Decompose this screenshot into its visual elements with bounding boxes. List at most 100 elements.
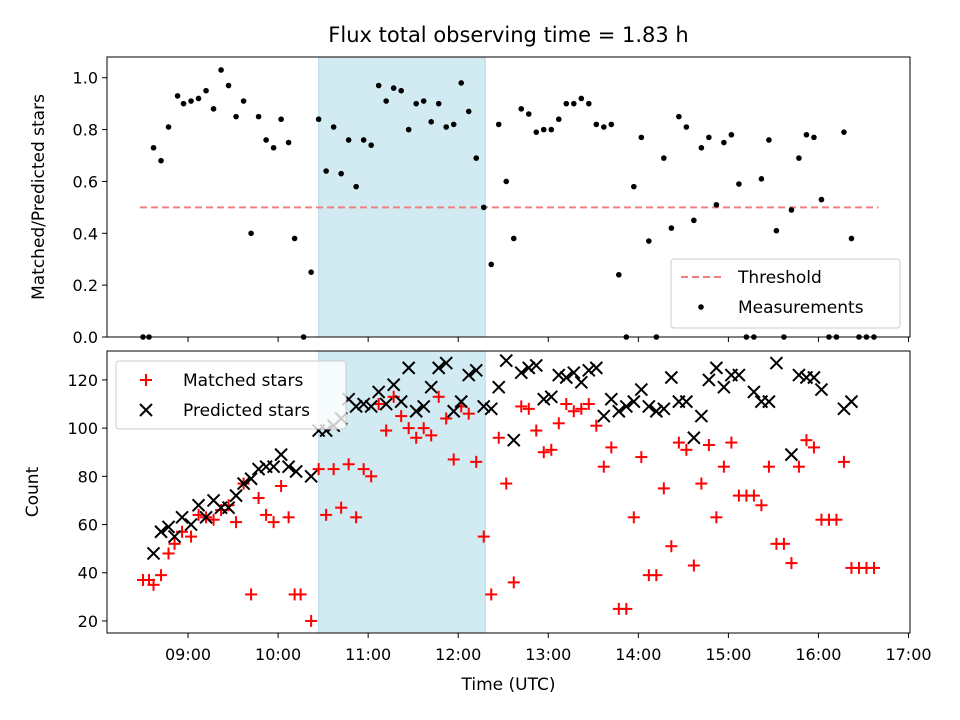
count-legend-box <box>115 360 347 430</box>
predicted-stars-point <box>386 378 401 392</box>
measurement-point <box>308 269 314 275</box>
measurement-point <box>240 98 247 104</box>
matched-stars-point <box>807 441 820 454</box>
measurement-point <box>758 176 765 182</box>
matched-stars-point <box>597 460 610 473</box>
x-tick-label: 09:00 <box>165 645 211 664</box>
matched-stars-point <box>755 499 768 512</box>
measurement-point <box>661 155 667 161</box>
predicted-stars-point <box>499 353 513 368</box>
matched-stars-point <box>432 390 445 403</box>
matched-stars-point <box>185 530 198 543</box>
measurement-point <box>540 126 547 133</box>
ratio-panel: 0.0 0.2 0.4 0.6 0.8 1.0 Matched/Predicted sta… <box>29 56 911 347</box>
matched-stars-point <box>327 463 340 476</box>
y-tick-label-bottom: 60 <box>78 516 98 535</box>
matched-stars-point <box>792 460 805 473</box>
matched-stars-point <box>837 455 850 468</box>
measurement-point <box>210 106 217 112</box>
measurement-point <box>338 170 344 177</box>
y-tick-label-top: 0.2 <box>73 276 98 295</box>
measurement-point <box>435 100 442 107</box>
measurement-point <box>405 126 412 133</box>
measurement-point <box>713 201 720 208</box>
measurement-point <box>578 95 585 102</box>
x-tick-label: 11:00 <box>345 645 391 664</box>
predicted-stars-point <box>507 433 521 447</box>
predicted-stars-point <box>439 356 453 370</box>
predicted-stars-point <box>266 459 281 474</box>
predicted-stars-point <box>199 510 213 525</box>
predicted-stars-point <box>244 472 258 486</box>
matched-stars-point <box>410 431 423 444</box>
matched-stars-point <box>335 501 348 514</box>
predicted-stars-point <box>416 399 431 414</box>
predicted-stars-point <box>401 361 416 375</box>
predicted-stars-point <box>619 399 634 414</box>
predicted-stars-point <box>589 361 604 375</box>
matched-stars-point <box>575 402 588 415</box>
predicted-stars-point <box>289 464 303 479</box>
measurement-point <box>165 124 172 130</box>
matched-stars-point <box>650 569 663 582</box>
count-y-axis-label: Count <box>23 466 43 517</box>
measurement-point <box>548 126 555 133</box>
measurement-point <box>706 134 712 141</box>
predicted-stars-point <box>409 404 423 418</box>
measurement-point <box>698 144 705 151</box>
predicted-stars-point <box>191 498 206 512</box>
measurement-point <box>480 204 487 211</box>
predicted-stars-point <box>304 469 318 484</box>
x-tick-label: 10:00 <box>255 645 301 664</box>
measurement-point <box>510 235 517 242</box>
count-legend: Matched stars Predicted stars <box>115 360 347 430</box>
matched-stars-point <box>357 463 370 476</box>
x-tick-label: 14:00 <box>615 645 661 664</box>
matched-stars-point <box>260 508 273 521</box>
y-tick-label-top: 0.8 <box>73 121 98 140</box>
matched-stars-point <box>312 463 325 476</box>
predicted-stars-point <box>281 459 296 474</box>
measurement-point <box>323 168 329 174</box>
predicted-stars-point <box>175 510 189 525</box>
ratio-legend: Threshold Measurements <box>670 258 901 329</box>
measurement-point <box>495 121 502 128</box>
measurement-point <box>233 113 239 120</box>
y-tick-label-bottom: 20 <box>78 612 98 631</box>
measurement-point <box>593 121 600 128</box>
matched-stars-point <box>545 443 558 456</box>
predicted-stars-point <box>649 404 664 418</box>
measurement-point <box>555 116 562 123</box>
measurement-point <box>563 100 570 107</box>
matched-stars-point <box>785 557 798 570</box>
matched-stars-point <box>462 407 475 420</box>
matched-stars-point <box>440 412 453 425</box>
measurement-point <box>683 124 690 130</box>
measurement-point <box>691 217 697 224</box>
measurement-point <box>676 113 682 120</box>
matched-stars-point <box>635 451 648 464</box>
measurement-point <box>473 155 480 161</box>
matched-stars-point <box>147 578 160 591</box>
matched-stars-point <box>447 453 460 466</box>
threshold-legend-label: Threshold <box>737 268 822 288</box>
measurement-point <box>413 100 419 107</box>
x-tick-label: 17:00 <box>885 645 931 664</box>
matched-stars-point <box>567 405 580 418</box>
measurement-point <box>503 178 510 185</box>
predicted-stars-point <box>664 370 679 385</box>
matched-stars-point <box>672 436 685 449</box>
matched-stars-point <box>725 436 738 449</box>
predicted-stars-point <box>522 361 536 375</box>
measurement-point <box>203 87 209 94</box>
matched-stars-point <box>500 477 513 490</box>
predicted-stars-point <box>364 399 378 414</box>
measurement-point <box>631 183 637 190</box>
predicted-stars-point <box>784 447 799 462</box>
x-tick-label: 16:00 <box>795 645 841 664</box>
matched-stars-point <box>867 561 880 574</box>
matched-stars-point <box>800 434 813 447</box>
predicted-stars-point <box>379 397 393 411</box>
matched-stars-point <box>365 470 378 483</box>
predicted-stars-point <box>469 363 483 377</box>
